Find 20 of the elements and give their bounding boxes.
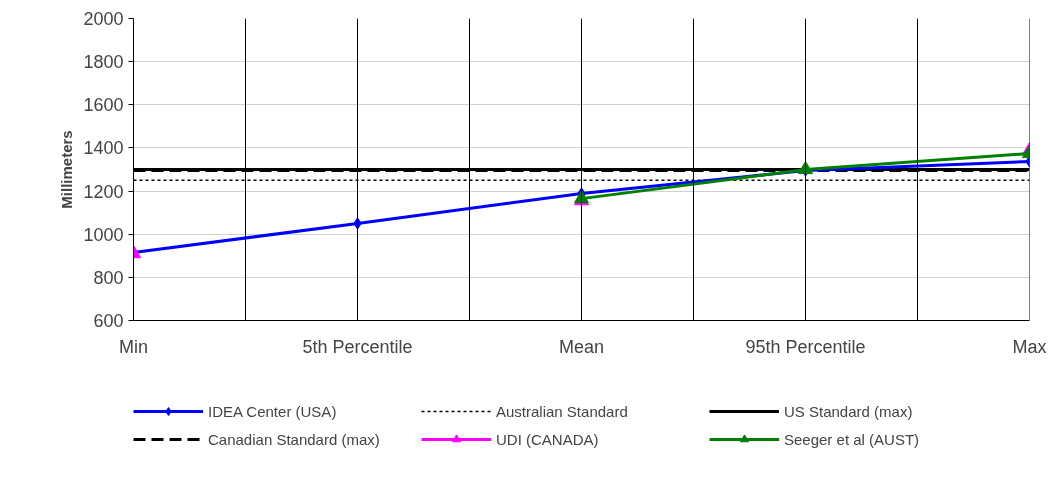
legend-label: UDI (CANADA): [496, 430, 600, 448]
x-tick-label: 95th Percentile: [745, 336, 866, 357]
legend-label: Canadian Standard (max): [208, 430, 381, 448]
x-tick-label: Mean: [558, 336, 605, 357]
y-tick-label: 1600: [83, 95, 124, 116]
y-tick-label: 2000: [83, 9, 124, 29]
y-tick-label: 1000: [83, 224, 124, 245]
legend-label: IDEA Center (USA): [208, 402, 338, 420]
y-tick-label: 1400: [83, 138, 124, 159]
x-tick-label: 5th Percentile: [302, 336, 413, 357]
legend-label: US Standard (max): [784, 402, 914, 420]
y-tick-label: 1800: [83, 52, 124, 73]
x-tick-label: Min: [119, 336, 149, 357]
y-tick-label: 800: [93, 267, 124, 288]
legend-label: Australian Standard: [496, 402, 629, 420]
y-tick-label: 600: [93, 311, 124, 331]
x-tick-label: Max: [1012, 336, 1047, 357]
y-axis-title: Millimeters: [58, 130, 76, 209]
y-tick-label: 1200: [83, 181, 124, 202]
legend-label: Seeger et al (AUST): [784, 430, 921, 448]
